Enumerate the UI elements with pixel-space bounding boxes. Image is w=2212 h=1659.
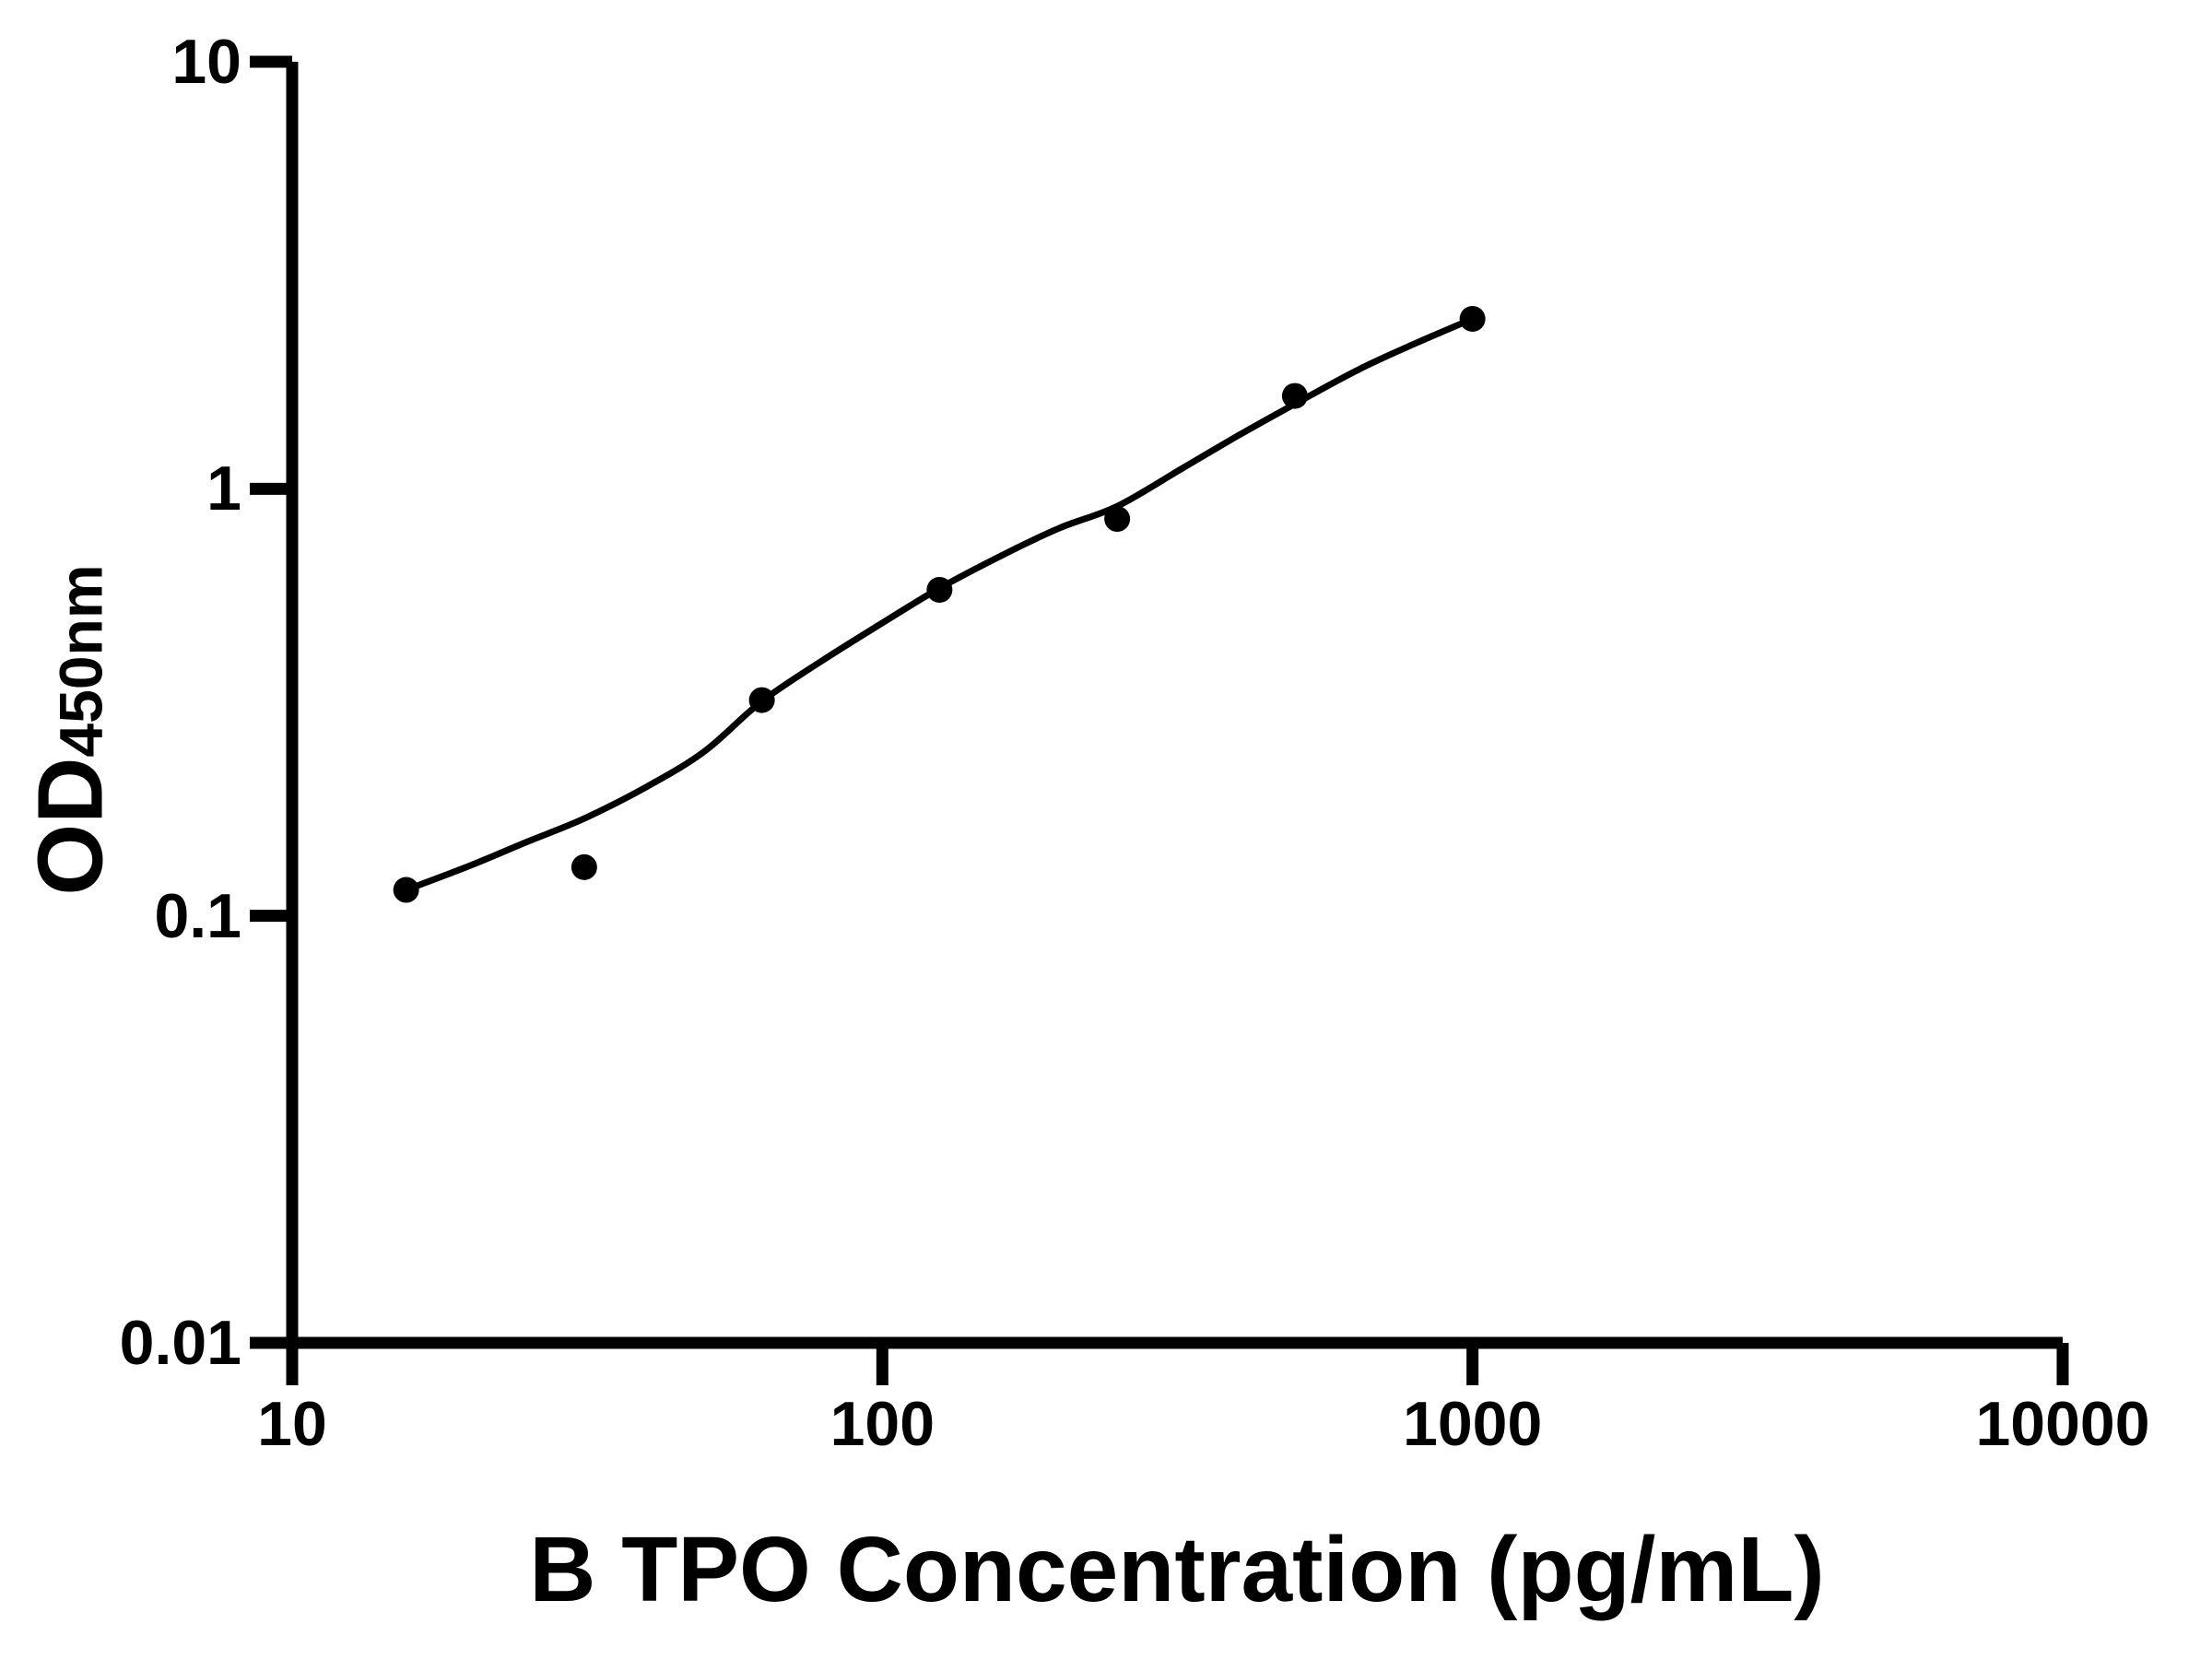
- x-axis-title: B TPO Concentration (pg/mL): [529, 1518, 1825, 1621]
- data-point: [748, 687, 775, 713]
- y-tick-label-10: 10: [171, 27, 241, 97]
- y-axis-title: OD450nm: [18, 564, 124, 895]
- data-point: [1281, 382, 1308, 409]
- axis-frame: [286, 62, 2063, 1349]
- y-tick-label-0p01: 0.01: [119, 1307, 241, 1378]
- x-tick-label-100: 100: [830, 1389, 935, 1459]
- data-point: [1104, 506, 1131, 533]
- x-tick-label-10000: 10000: [1975, 1389, 2150, 1459]
- y-tick-label-0p1: 0.1: [154, 880, 241, 951]
- y-axis-title-main: OD: [18, 757, 123, 896]
- data-point: [1459, 305, 1486, 332]
- y-axis-title-subscript: 450nm: [46, 564, 115, 758]
- fit-curve: [403, 315, 1477, 893]
- data-point: [926, 576, 953, 603]
- x-tick-label-10: 10: [257, 1389, 327, 1459]
- y-tick-label-1: 1: [206, 453, 241, 524]
- x-tick-label-1000: 1000: [1403, 1389, 1543, 1459]
- data-point: [571, 853, 597, 880]
- data-point: [393, 877, 419, 903]
